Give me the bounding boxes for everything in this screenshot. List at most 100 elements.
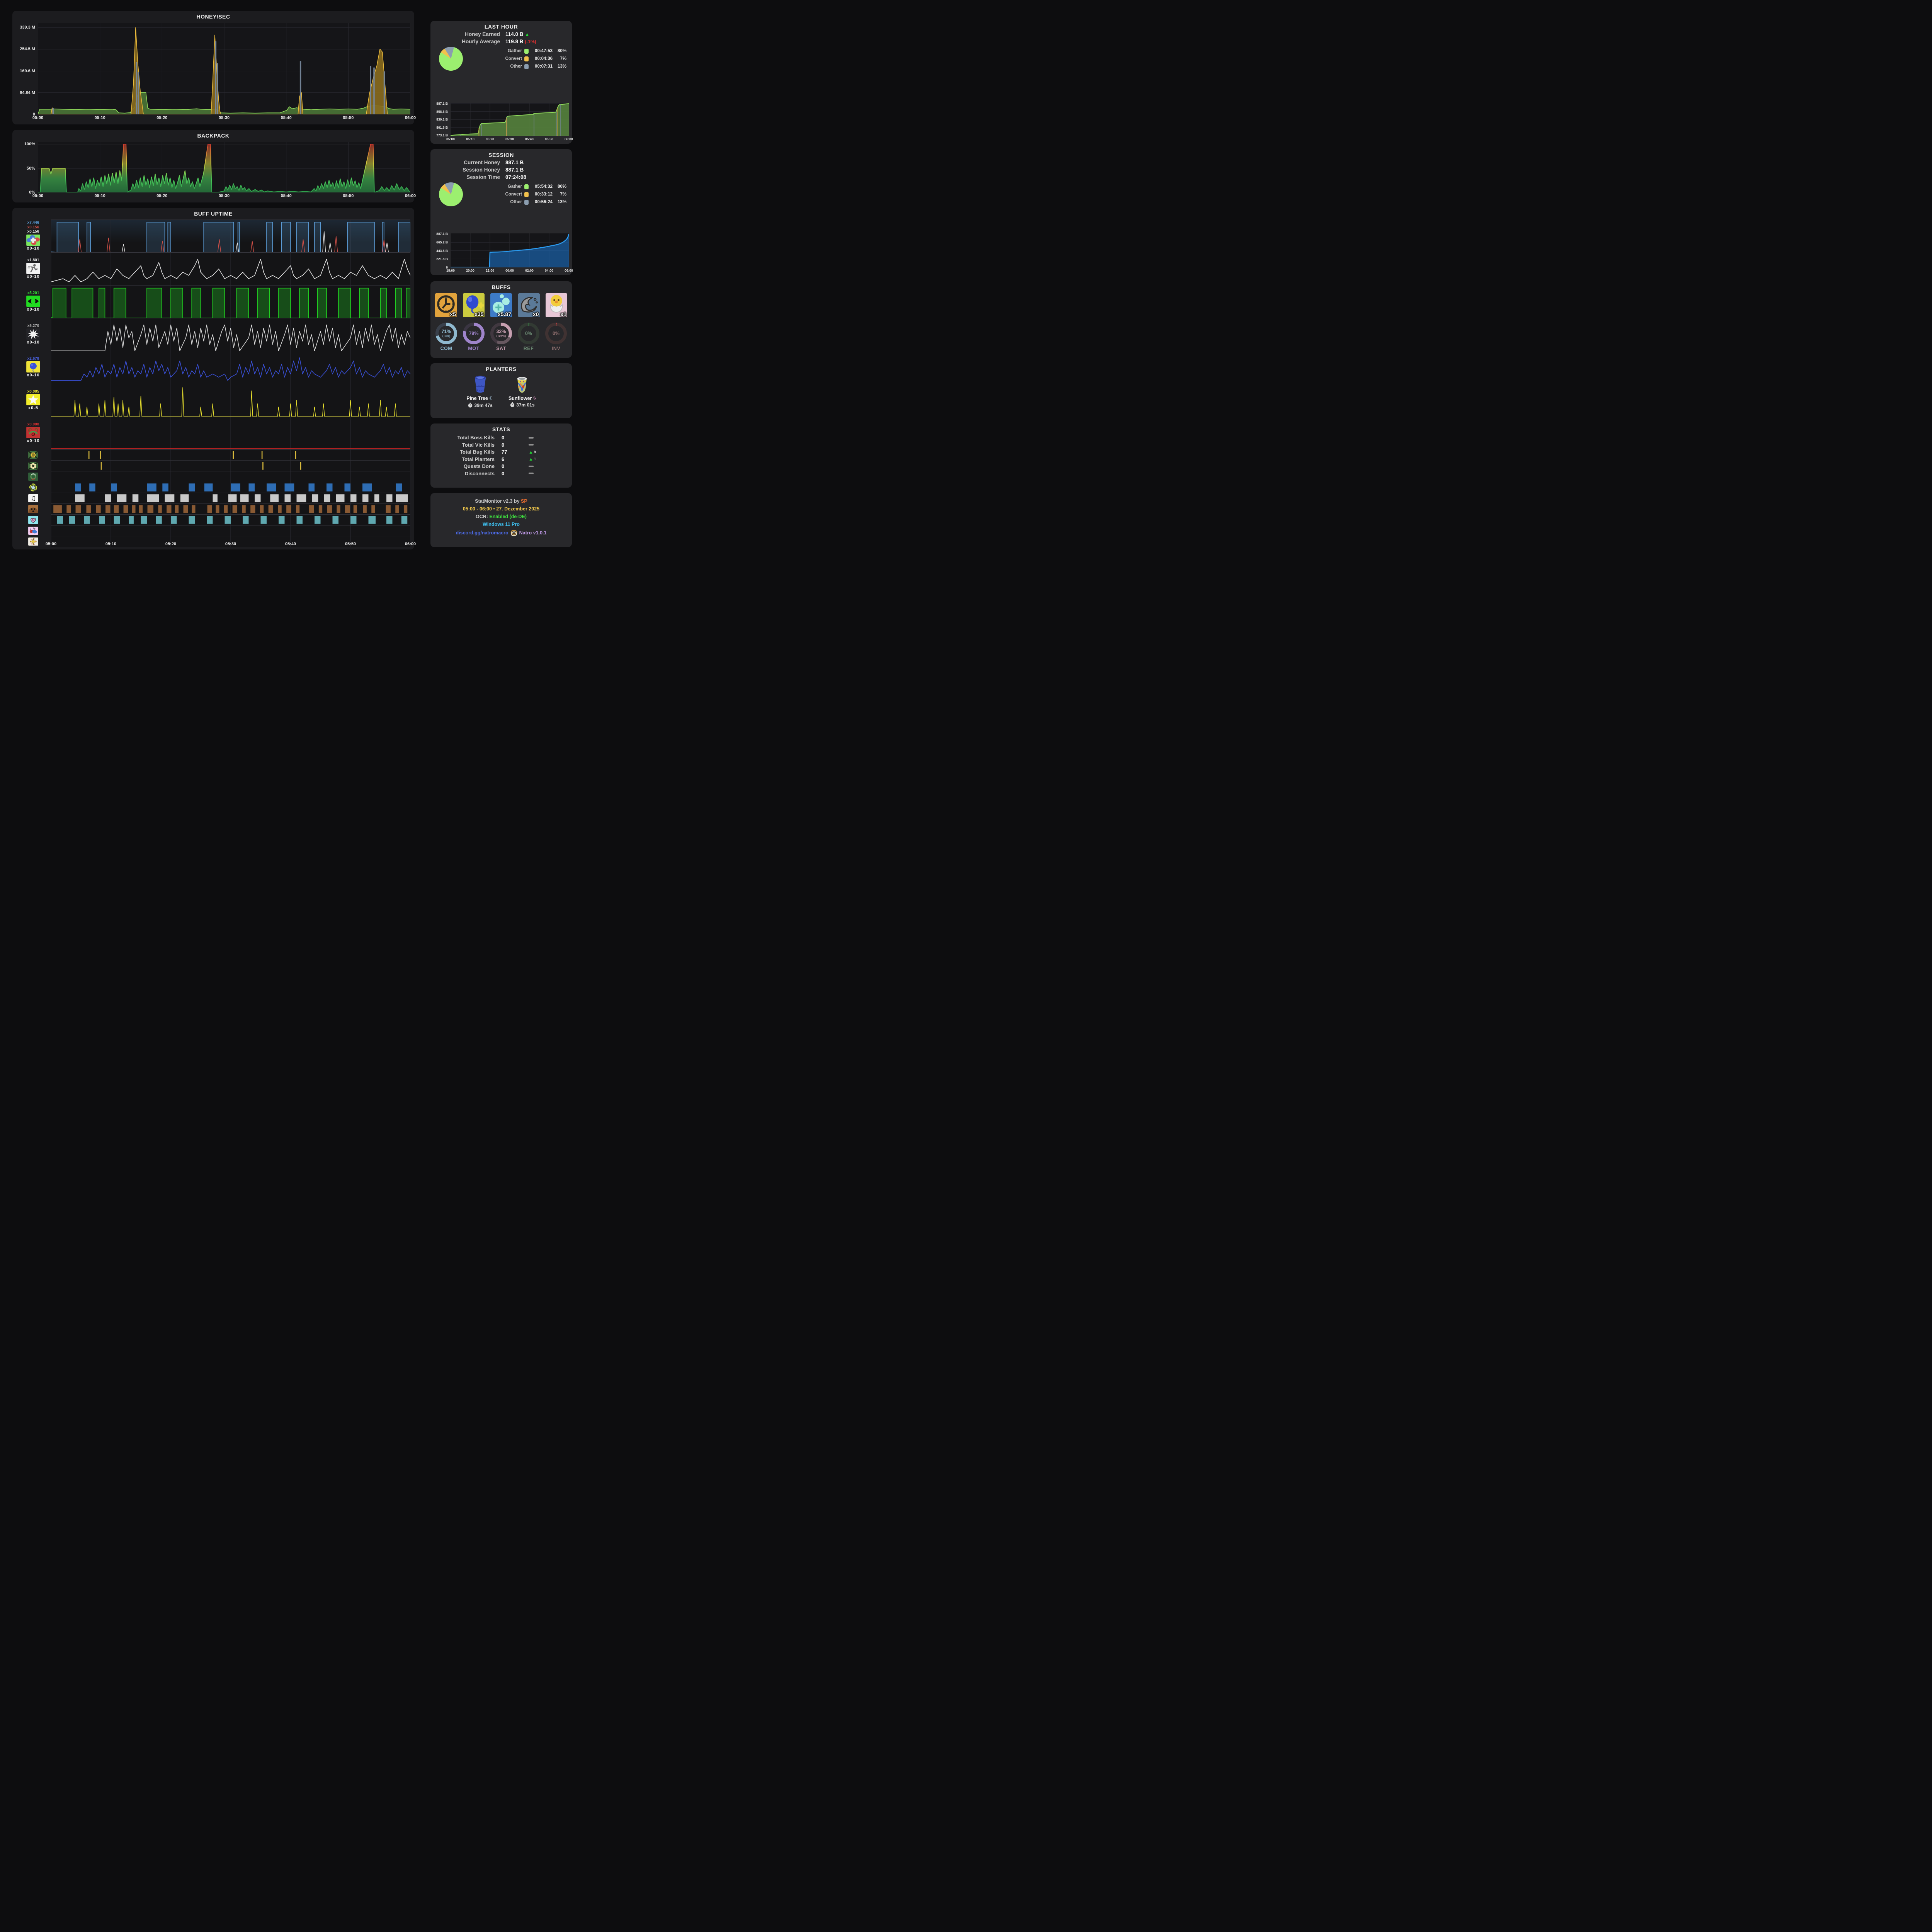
y-axis-labels: 887.1 B 858.6 B 830.1 B 801.6 B 773.1 B [436,102,448,138]
music-note-icon: ♫ [28,494,38,502]
last-hour-chart: 887.1 B 858.6 B 830.1 B 801.6 B 773.1 B 05:00… [433,102,573,142]
plot-area [451,103,569,136]
ring-ref: 0% REF [517,323,541,351]
star-icon [26,394,40,406]
hex-flag-icon [28,451,38,459]
ring-percent: 0% [525,330,532,336]
session-panel: SESSION Current Honey 887.1 B Session Hon… [430,149,573,275]
buff-range-label: x0-5 [28,406,39,411]
buff-row-plot [51,525,410,536]
buff-row-music-note: ♫ [15,493,410,503]
buff-row-plot [51,384,410,417]
ring-delta: (+25%) [496,334,506,338]
jelly-beans-icon [28,526,38,535]
buff-uptime-panel: BUFF UPTIME x7.446 x0.156 x0.156 x0-10 x1.80… [12,208,416,549]
kpi-row: Current Honey 887.1 B [464,160,524,165]
stat-row: Total Boss Kills 0 [435,435,567,440]
session-chart: 887.1 B 665.2 B 443.5 B 221.8 B 0 18:00 20:00 2… [433,232,573,274]
buff-range-label: x0-10 [27,274,40,279]
panel-title: HONEY/SEC [196,14,230,20]
kpi-row: Session Honey 887.1 B [463,167,524,173]
x-axis-labels: 05:00 05:10 05:20 05:30 05:40 05:50 06:00 [32,194,416,198]
buff-row-hex-flag [15,449,410,460]
buffs-panel: BUFFS x5 x35 x5.87 x0 x1 71% (+3%) COM 79% MOT 32… [430,281,572,358]
buff-row-festive: x0.000 x0-10 [15,417,410,449]
buff-row-heart-face [15,514,410,525]
increase-arrow-icon: ▲ [529,456,533,462]
buff-row-plot [51,318,410,351]
ring-percent: 79% [469,330,479,336]
buff-row-plot [51,417,410,449]
multi-boost-icon [26,234,40,246]
buff-multiplier: x1.801 [27,258,39,262]
plot-area [38,23,410,114]
kpi-row: Hourly Average 119.8 B (-1%) [462,39,536,44]
svg-text:♫: ♫ [31,495,36,502]
planter-name: Sunflower [508,396,533,401]
planter-name: Pine Tree [466,396,490,401]
buff-rings: 71% (+3%) COM 79% MOT 32% (+25%) SAT 0% REF 0% INV [430,323,572,351]
no-change-dash-icon [529,473,534,474]
buff-row-plot [51,471,410,482]
natro-snake-icon [510,529,517,536]
ring-com: 71% (+3%) COM [434,323,458,351]
buff-multiplier: x5.270 [27,323,39,328]
ring-percent: 71% [441,329,451,335]
planters-panel: PLANTERS Pine Tree ☾ 39m 47s Sunflower ϟ 37… [430,363,572,418]
stat-row: Total Bug Kills 77 ▲ 9 [459,449,536,455]
stat-rows: Total Boss Kills 0 Total Vic Kills 0 Total B… [430,435,572,476]
panel-title: PLANTERS [486,366,517,372]
stat-row: Disconnects 0 [435,471,567,476]
panel-title: BACKPACK [197,133,230,139]
panel-title: SESSION [488,152,514,158]
buff-multiplier-value: x35 [474,311,484,317]
buff-row-star: x0.085 x0-5 [15,384,410,417]
bubbles-buff-tile: x5.87 [490,293,512,317]
legend-swatch [524,192,529,197]
ring-label: MOT [468,346,480,351]
time-range-date: 05:00 - 06:00 • 27. Dezember 2025 [463,506,540,512]
buff-row-bear [15,503,410,514]
discord-link[interactable]: discord.gg/natromacro [456,530,509,536]
buff-tiles: x5 x35 x5.87 x0 x1 [430,293,572,317]
buff-row-plot [51,219,410,252]
balloon-plus-buff-tile: x35 [463,293,485,317]
no-change-dash-icon [529,444,534,446]
burst-icon [26,328,40,340]
buff-multiplier-value: x5.87 [497,311,511,317]
svg-text:N: N [33,538,34,540]
panel-title: STATS [492,426,510,432]
buff-row-plot [51,493,410,503]
clock-buff-tile: x5 [435,293,457,317]
buff-row-flower-flag [15,460,410,471]
festive-planter-icon [512,374,532,395]
wreath-icon [28,472,38,481]
author-name: SP [521,498,527,504]
ring-label: INV [551,346,561,351]
session-legend: Gather 05:54:32 80% Convert 00:33:12 7% Other 0… [467,184,566,205]
buff-multiplier-value: x5 [450,311,456,317]
legend-swatch [524,184,529,189]
session-kpis: Current Honey 887.1 B Session Honey 887.1 … [430,160,572,180]
ring-percent: 0% [552,330,560,336]
flower-flag-icon [28,461,38,470]
planter-timer: 39m 47s [474,402,493,408]
buff-multiplier: x5.201 [27,291,39,295]
buff-row-plot [51,482,410,493]
plot-area [38,142,410,192]
kpi-row: Honey Earned 114.0 B ▲ [465,31,530,37]
backpack-chart: 100% 50% 0% 05:00 05:10 05:20 05:30 05:40 05:50 0… [15,142,416,200]
last-hour-kpis: Honey Earned 114.0 B ▲ Hourly Average 119.8… [430,31,572,44]
backpack-panel: BACKPACK 100% 50% 0% 05:00 05:10 05:20 05:30 05… [12,130,416,202]
legend-row: Other 00:56:24 13% [510,199,566,205]
macro-version: Natro v1.0.1 [519,530,547,536]
buff-multiplier: x0.000 [27,422,39,427]
ring-percent: 32% [496,329,506,335]
buff-range-label: x0-10 [27,439,40,444]
